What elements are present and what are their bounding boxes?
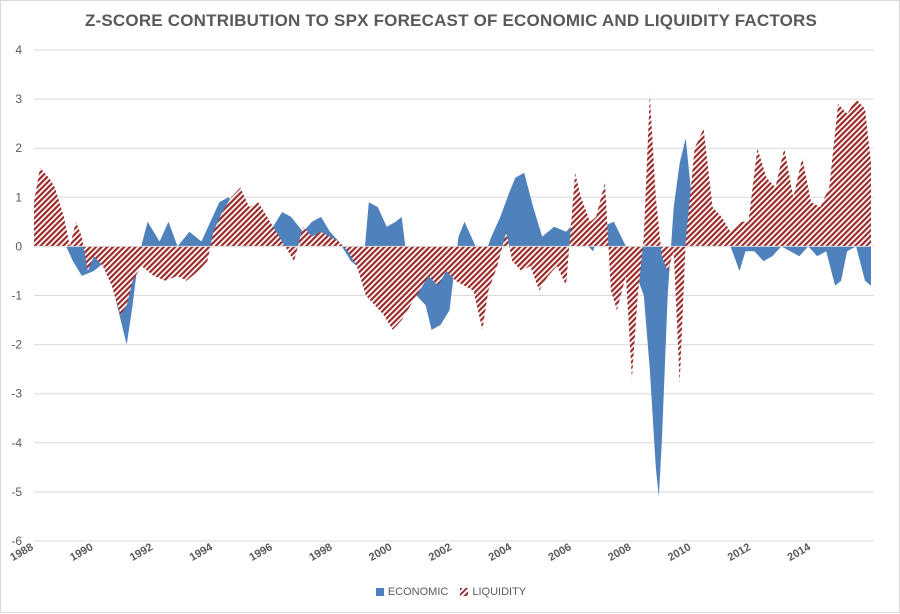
x-tick-label: 2006 [546,541,573,564]
y-tick-label: 3 [15,92,22,106]
y-tick-label: -3 [11,387,22,401]
x-tick-label: 1998 [307,541,334,564]
x-tick-label: 1994 [188,541,216,564]
x-tick-label: 1996 [247,541,274,564]
legend: ECONOMIC LIQUIDITY [1,586,900,598]
x-tick-label: 2008 [606,541,633,564]
x-tick-label: 2014 [786,541,814,564]
legend-label-economic: ECONOMIC [387,586,449,598]
y-tick-label: -2 [11,338,22,352]
y-tick-label: 2 [15,141,22,155]
y-tick-label: -6 [11,534,22,548]
y-tick-label: -1 [11,289,22,303]
legend-item-economic: ECONOMIC [375,586,449,598]
x-tick-label: 1990 [68,541,95,564]
y-tick-label: -4 [11,436,22,450]
x-tick-label: 1992 [128,541,155,564]
y-tick-label: -5 [11,485,22,499]
x-tick-label: 2010 [666,541,693,564]
x-tick-label: 2012 [726,541,753,564]
x-tick-label: 2004 [487,541,515,564]
y-tick-label: 1 [15,190,22,204]
y-tick-label: 4 [15,43,22,57]
series-liquidity-area [34,94,872,384]
legend-swatch-liquidity [460,588,469,596]
chart-title: Z-SCORE CONTRIBUTION TO SPX FORECAST OF … [84,11,818,30]
y-tick-label: 0 [15,239,22,253]
x-tick-label: 2000 [367,541,394,564]
legend-label-liquidity: LIQUIDITY [472,586,527,598]
legend-item-liquidity: LIQUIDITY [460,586,526,598]
legend-swatch-economic [375,588,384,596]
x-tick-label: 2002 [427,541,454,564]
